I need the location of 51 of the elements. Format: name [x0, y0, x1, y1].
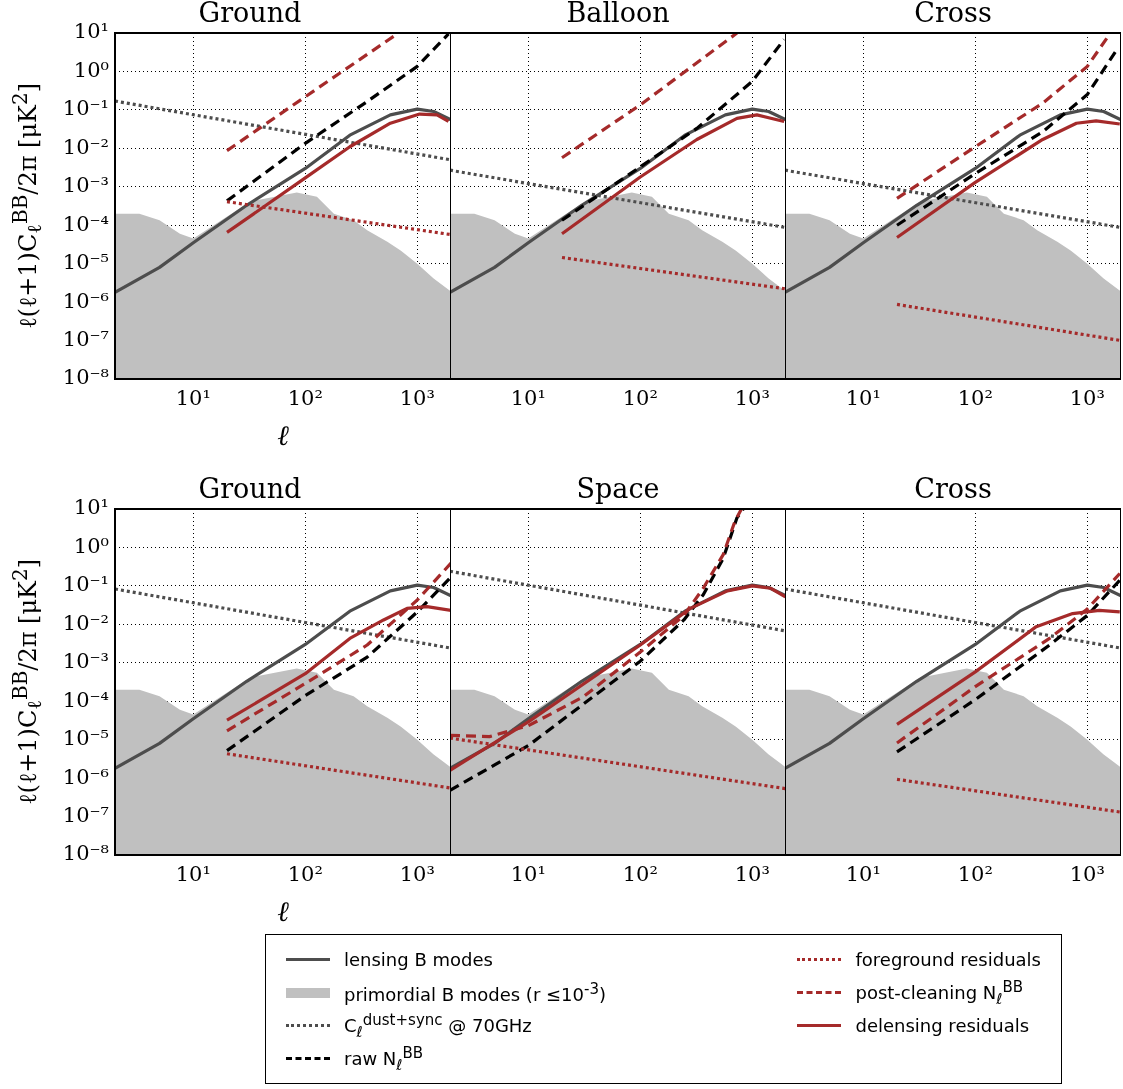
x-tick-label: 10¹	[175, 862, 211, 887]
x-tick-label: 10²	[622, 386, 658, 411]
x-tick-label: 10²	[287, 862, 323, 887]
chart-title: Space	[576, 472, 660, 504]
y-tick-label: 10⁻³	[62, 173, 109, 198]
x-axis-title: ℓ	[277, 895, 290, 929]
x-tick-label: 10³	[399, 386, 435, 411]
y-tick-label: 10⁻⁴	[62, 687, 109, 712]
legend-label: delensing residuals	[855, 1015, 1030, 1036]
x-tick-label: 10³	[1069, 386, 1105, 411]
x-tick-label: 10³	[1069, 862, 1105, 887]
y-tick-label: 10⁻⁶	[62, 764, 109, 789]
y-tick-label: 10⁻⁸	[62, 365, 109, 390]
chart-title: Ground	[198, 472, 302, 504]
y-tick-label: 10⁻¹	[62, 572, 109, 597]
x-tick-label: 10¹	[845, 862, 881, 887]
x-tick-label: 10²	[622, 862, 658, 887]
x-tick-label: 10²	[287, 386, 323, 411]
legend-label: foreground residuals	[855, 949, 1041, 970]
x-tick-label: 10¹	[175, 386, 211, 411]
legend-label: primordial B modes (r ≤10$^{-3}$)	[344, 980, 606, 1005]
y-tick-label: 10⁻⁷	[62, 327, 109, 352]
y-tick-label: 10¹	[73, 495, 109, 520]
y-tick-label: 10⁻³	[62, 649, 109, 674]
x-tick-label: 10¹	[510, 386, 546, 411]
y-tick-label: 10⁻⁶	[62, 288, 109, 313]
y-tick-label: 10⁻⁴	[62, 211, 109, 236]
x-tick-label: 10²	[957, 386, 993, 411]
y-tick-label: 10⁰	[73, 533, 109, 558]
y-tick-label: 10⁻²	[62, 610, 109, 635]
y-tick-label: 10¹	[73, 19, 109, 44]
x-tick-label: 10¹	[510, 862, 546, 887]
x-tick-label: 10³	[399, 862, 435, 887]
y-tick-label: 10⁻⁷	[62, 803, 109, 828]
y-tick-label: 10⁻²	[62, 134, 109, 159]
y-tick-label: 10⁻⁵	[62, 250, 109, 275]
y-tick-label: 10⁰	[73, 57, 109, 82]
chart-title: Balloon	[566, 0, 670, 28]
x-tick-label: 10¹	[845, 386, 881, 411]
chart-title: Cross	[914, 0, 992, 28]
legend-label: C$_{ℓ}$$^{dust+sync}$ @ 70GHz	[344, 1010, 532, 1041]
x-tick-label: 10³	[734, 386, 770, 411]
y-tick-label: 10⁻⁸	[62, 841, 109, 866]
chart-title: Ground	[198, 0, 302, 28]
y-tick-label: 10⁻⁵	[62, 726, 109, 751]
x-tick-label: 10³	[734, 862, 770, 887]
legend-label: lensing B modes	[344, 949, 493, 970]
y-tick-label: 10⁻¹	[62, 96, 109, 121]
x-axis-title: ℓ	[277, 419, 290, 453]
x-tick-label: 10²	[957, 862, 993, 887]
chart-title: Cross	[914, 472, 992, 504]
